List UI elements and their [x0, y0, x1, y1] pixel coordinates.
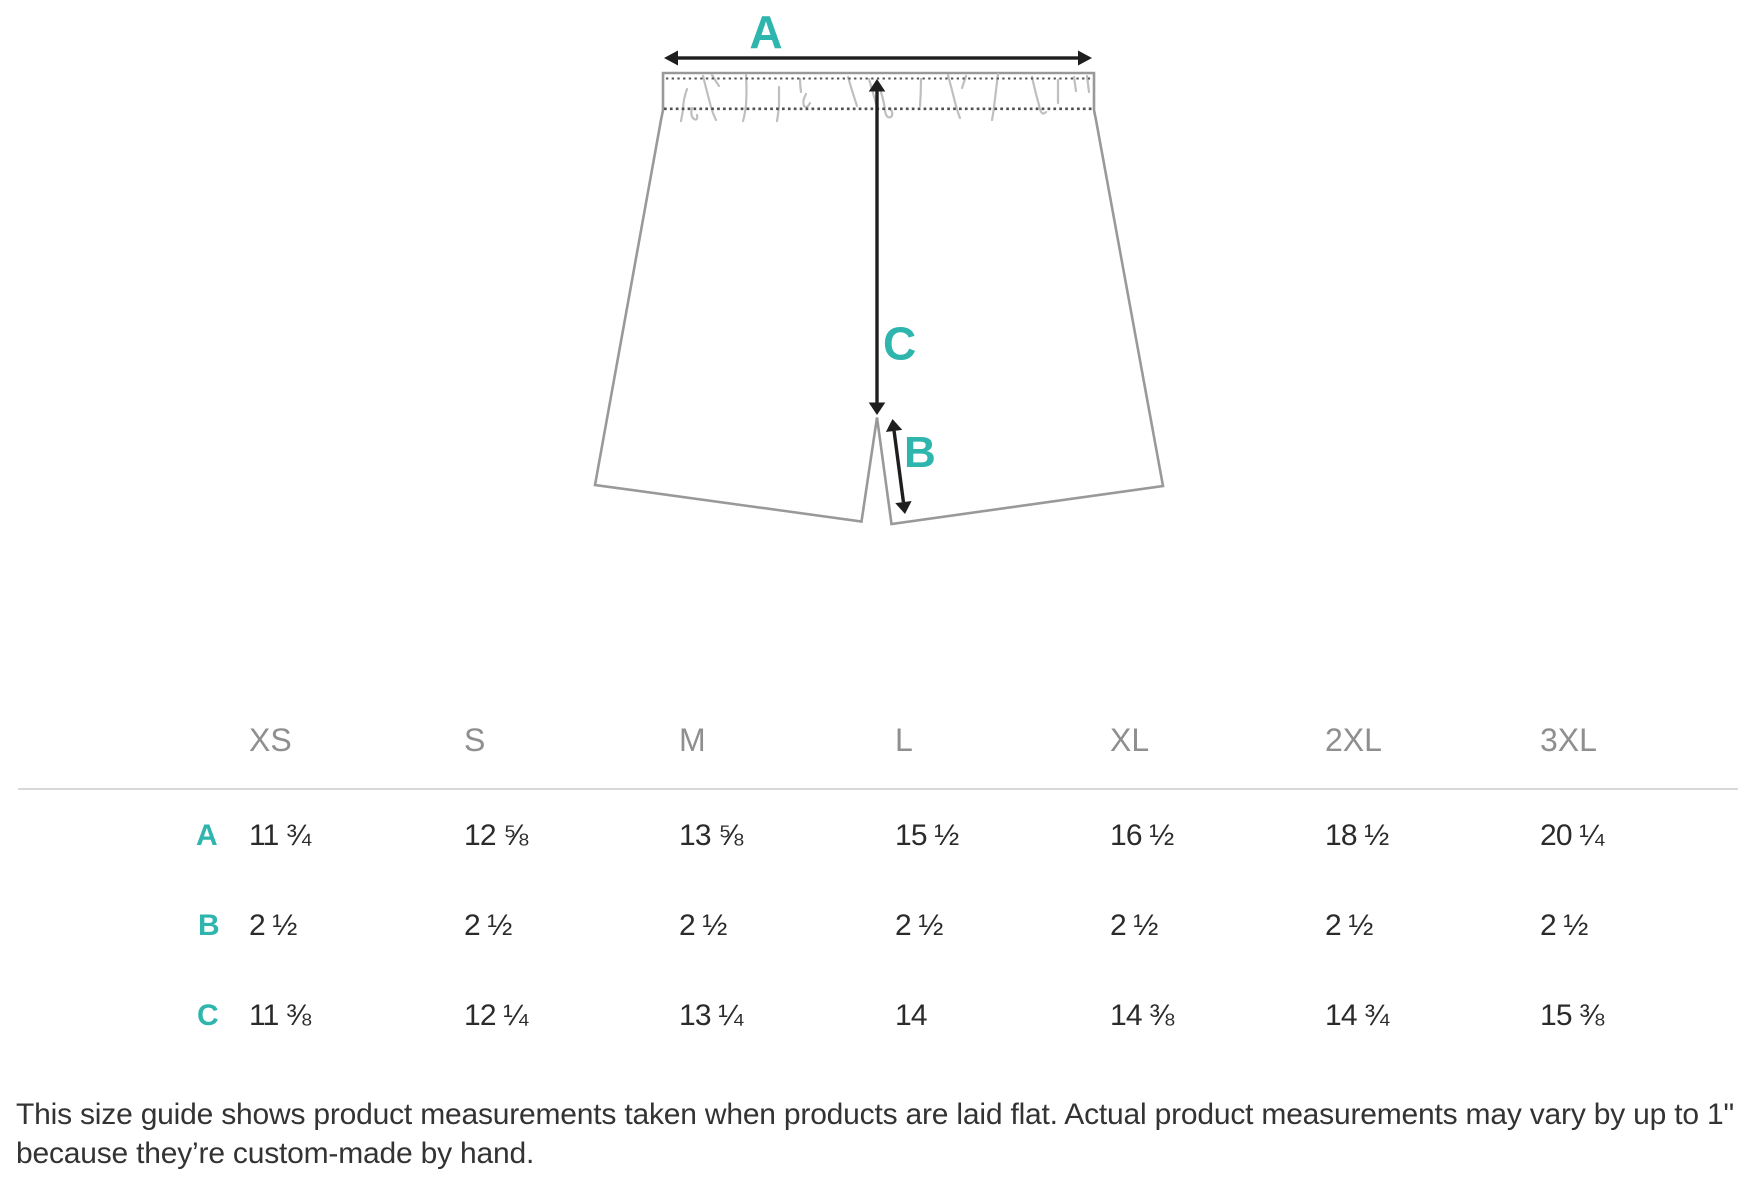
svg-text:C: C	[883, 318, 916, 370]
svg-text:B: B	[904, 428, 936, 477]
svg-text:A: A	[749, 6, 782, 58]
